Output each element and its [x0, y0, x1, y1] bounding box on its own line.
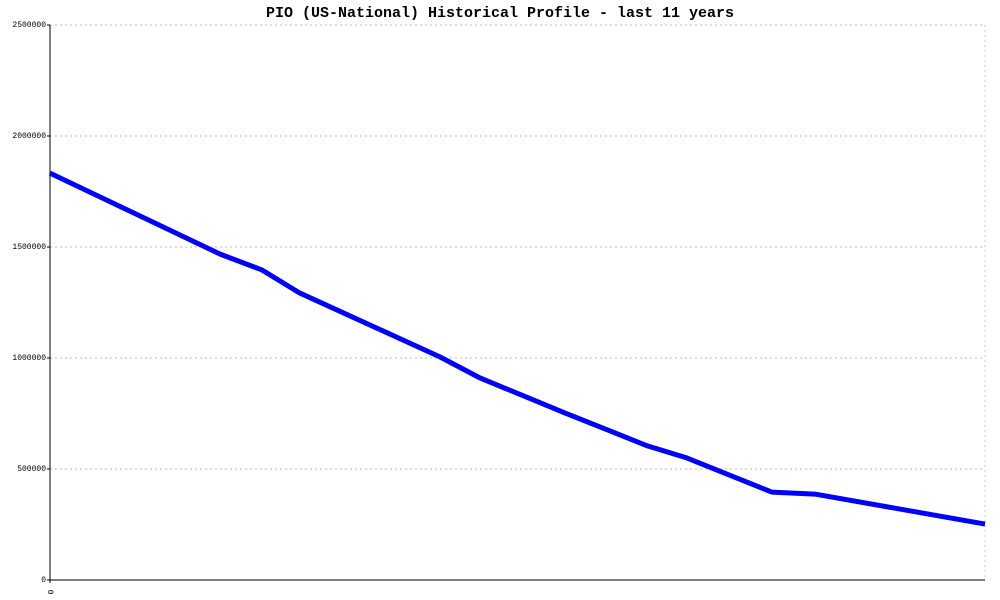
- data-line: [48, 170, 986, 527]
- chart-title: PIO (US-National) Historical Profile - l…: [266, 5, 734, 22]
- y-tick-label: 2500000: [12, 21, 46, 30]
- y-tick-label: 1000000: [12, 354, 46, 363]
- y-tick-label: 500000: [17, 465, 46, 474]
- y-tick-label: 1500000: [12, 243, 46, 252]
- y-tick-label: 2000000: [12, 132, 46, 141]
- x-tick-label: 0: [45, 590, 54, 595]
- y-tick-label: 0: [41, 576, 46, 585]
